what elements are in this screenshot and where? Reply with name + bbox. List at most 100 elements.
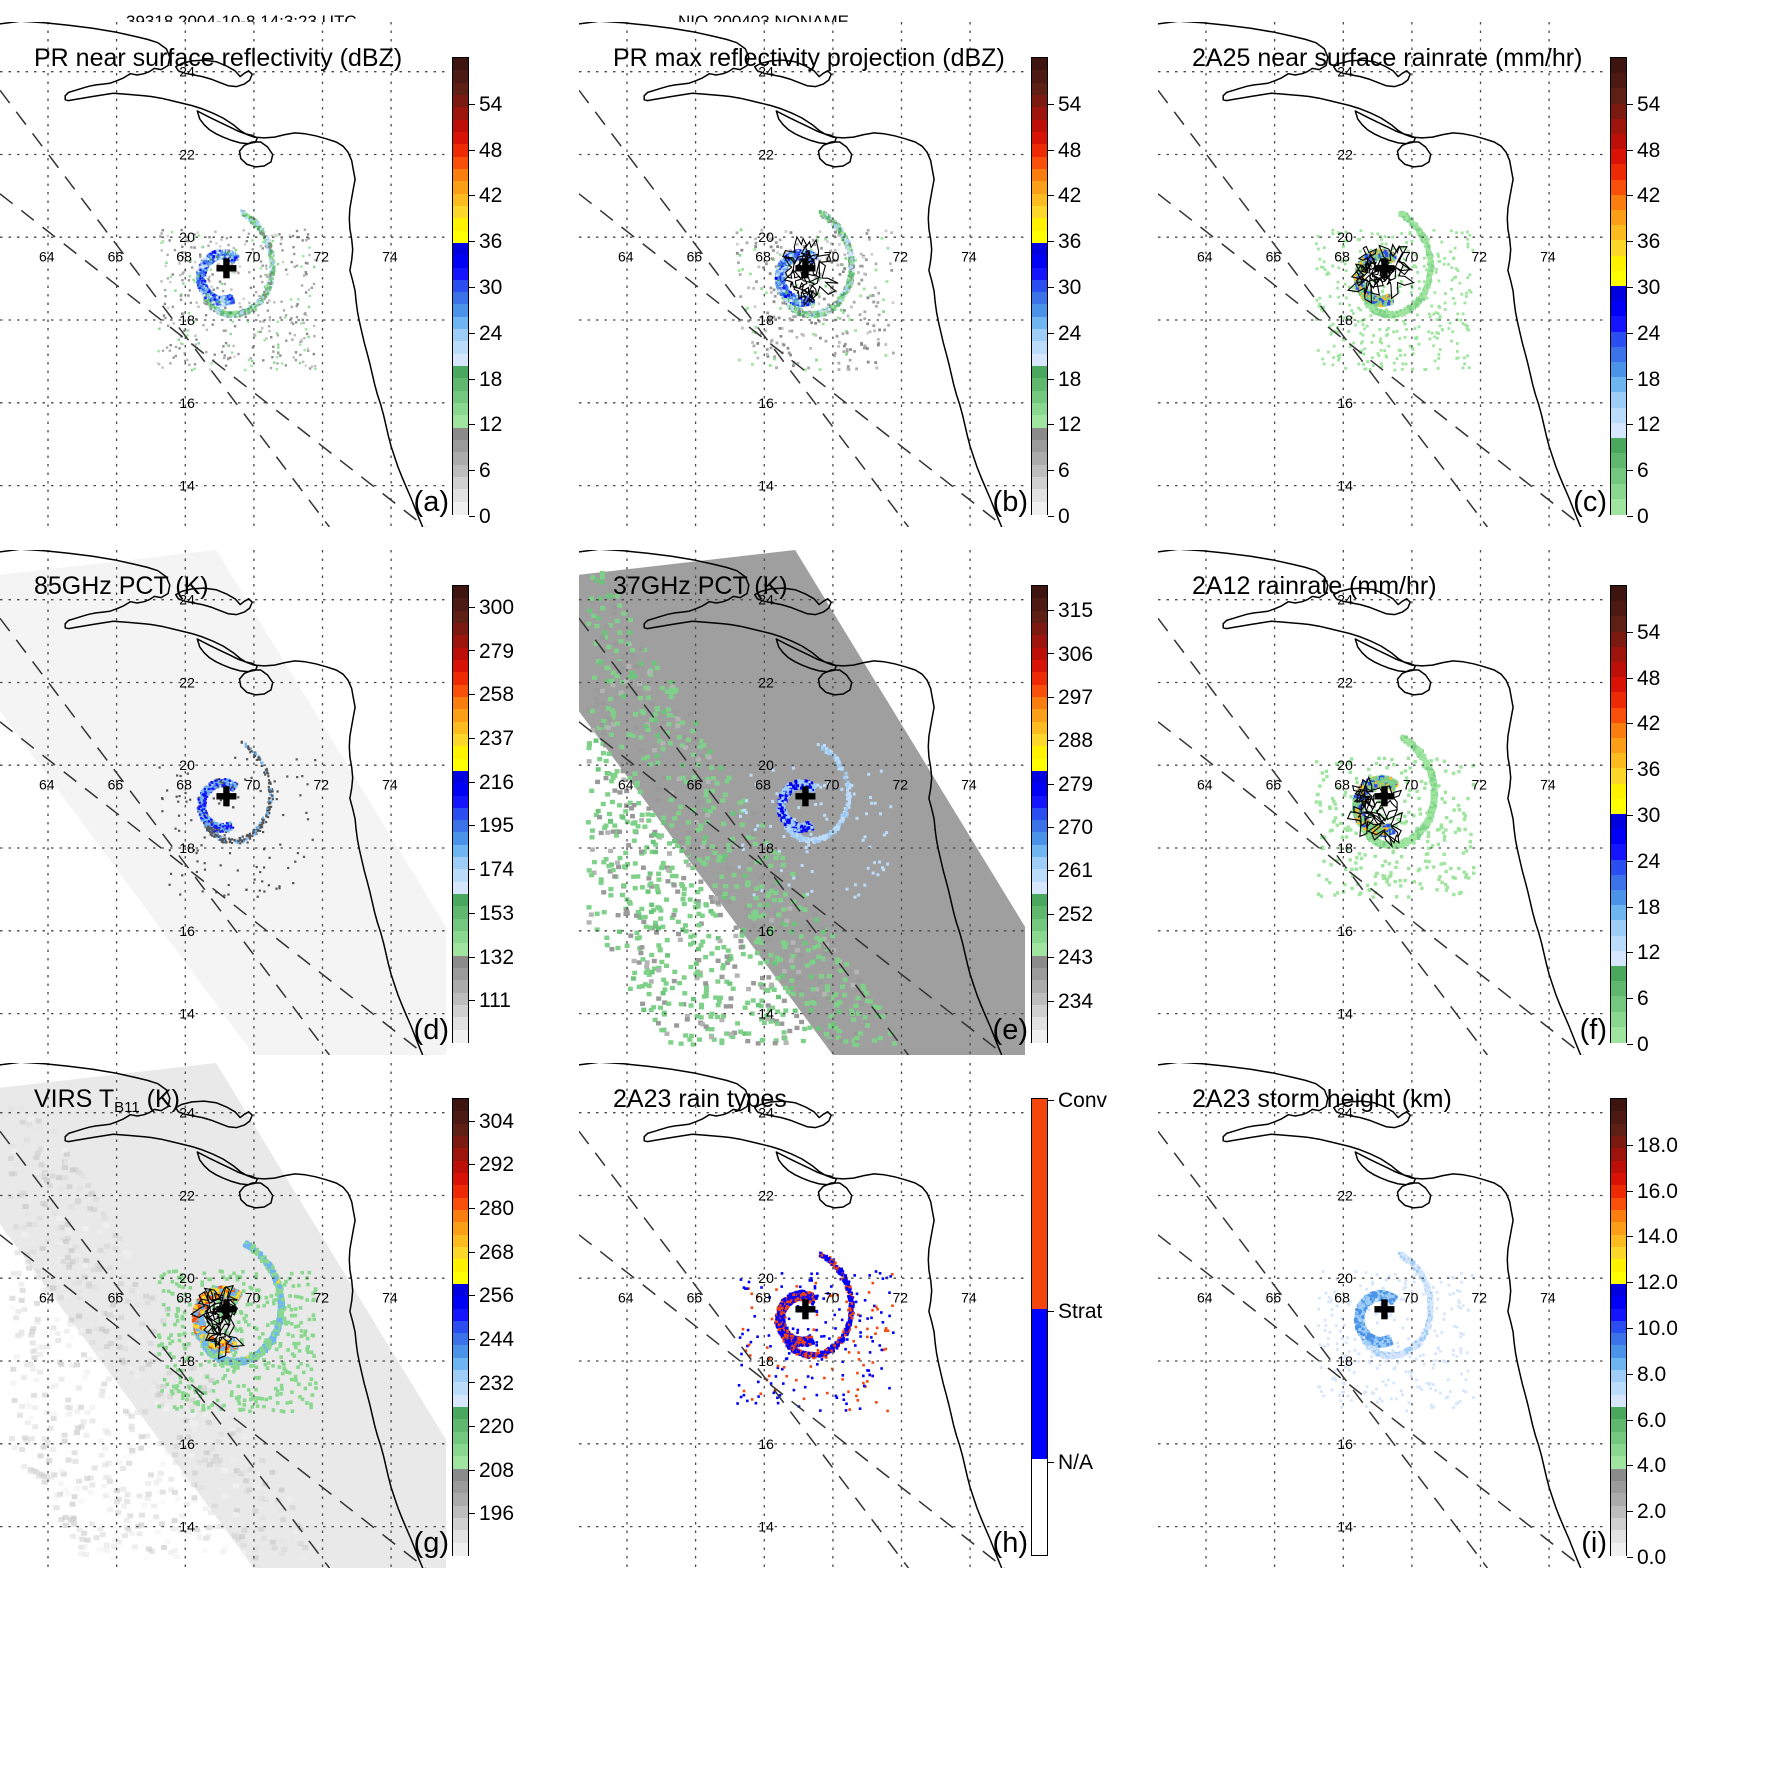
map-canvas-a[interactable]: 64 66 68 70 72 74 24 22 20 18 16 14	[0, 22, 446, 527]
colorbar-segment	[453, 1259, 468, 1273]
panel-d: 64 66 68 70 72 74 24 22 20 18 16 14 85GHz PCT (K) (d)…	[0, 550, 514, 1055]
panel-g: 64 66 68 70 72 74 24 22 20 18 16 14 VIRS TB11 (K) (g)…	[0, 1063, 514, 1568]
panel-title-text: 2A23 storm height (km)	[1192, 1085, 1452, 1113]
colorbar-tick: 24	[1627, 322, 1660, 344]
colorbar-segment	[453, 119, 468, 134]
colorbar-tick: 195	[469, 814, 514, 836]
colorbar-tick: 30	[1048, 276, 1081, 298]
colorbar-segment	[1611, 1444, 1626, 1458]
colorbar-segment	[453, 869, 468, 883]
colorbar-segment	[1032, 906, 1047, 920]
colorbar-tick: 0.0	[1627, 1546, 1666, 1568]
colorbar-tick: 54	[1627, 621, 1660, 643]
colorbar-segment	[453, 1246, 468, 1261]
colorbar-segment	[453, 464, 468, 479]
colorbar-segment	[1032, 622, 1047, 637]
colorbar-tick: N/A	[1048, 1451, 1093, 1473]
colorbar-tick: 288	[1048, 729, 1093, 751]
colorbar-segment	[1611, 392, 1626, 409]
colorbar-e[interactable]: 234 243 252 261 270 279 288 297 306 315	[1031, 585, 1098, 1044]
colorbar-segment	[453, 501, 468, 516]
colorbar-segment	[453, 1148, 468, 1162]
colorbar-segment	[1611, 814, 1626, 831]
colorbar-segment	[453, 230, 468, 244]
map-canvas-e[interactable]: 64 66 68 70 72 74 24 22 20 18 16 14	[579, 550, 1025, 1055]
panel-title-text: PR near surface reflectivity (dBZ)	[34, 44, 402, 72]
svg-text:68: 68	[176, 248, 192, 264]
colorbar-segment	[1032, 586, 1047, 600]
colorbar-segment	[1032, 820, 1047, 834]
colorbar-segment	[1611, 1111, 1626, 1125]
colorbar-ticks-h: Conv Strat N/A	[1048, 1090, 1107, 1556]
colorbar-tick: 12	[1627, 941, 1660, 963]
panel-label-c: (c)	[1573, 486, 1607, 519]
map-canvas-i[interactable]: 64 66 68 70 72 74 24 22 20 18 16 14	[1158, 1063, 1604, 1568]
colorbar-tick: 6.0	[1627, 1409, 1666, 1431]
map-canvas-d[interactable]: 64 66 68 70 72 74 24 22 20 18 16 14	[0, 550, 446, 1055]
colorbar-segment	[1611, 453, 1626, 470]
colorbar-a[interactable]: 54 48 42 36 30 24 18 12 6 0	[452, 57, 518, 527]
colorbar-bar-b	[1031, 57, 1048, 516]
colorbar-h[interactable]: Conv Strat N/A	[1031, 1090, 1107, 1556]
colorbar-i[interactable]: 18.0 16.0 14.0 12.0 10.0 8.0 6.0 4.0 2.0 0.0	[1610, 1098, 1678, 1568]
colorbar-segment	[1032, 980, 1047, 994]
colorbar-segment	[453, 881, 468, 896]
colorbar-tick: 153	[469, 902, 514, 924]
colorbar-tick: 300	[469, 596, 514, 618]
colorbar-segment	[1611, 270, 1626, 288]
colorbar-segment	[1611, 468, 1626, 485]
colorbar-segment	[453, 366, 468, 380]
colorbar-b[interactable]: 54 48 42 36 30 24 18 12 6 0	[1031, 57, 1097, 527]
colorbar-segment	[1611, 209, 1626, 227]
svg-text:24: 24	[179, 64, 195, 80]
colorbar-segment	[1032, 489, 1047, 503]
colorbar-segment	[453, 1345, 468, 1359]
colorbar-segment	[1611, 1468, 1626, 1483]
colorbar-segment	[453, 267, 468, 281]
colorbar-segment	[1611, 1271, 1626, 1285]
colorbar-segment	[453, 807, 468, 822]
svg-text:14: 14	[179, 478, 195, 494]
colorbar-segment	[1032, 156, 1047, 171]
colorbar-tick: 30	[1627, 276, 1660, 298]
colorbar-segment	[1032, 304, 1047, 318]
colorbar-g[interactable]: 196 208 220 232 244 256 268 280 292 304	[452, 1098, 518, 1557]
map-canvas-h[interactable]: 64 66 68 70 72 74 24 22 20 18 16 14	[579, 1063, 1025, 1568]
colorbar-segment	[1611, 661, 1626, 679]
colorbar-tick: 54	[469, 93, 502, 115]
colorbar-segment	[1032, 869, 1047, 883]
colorbar-tick: 42	[1627, 184, 1660, 206]
colorbar-segment	[1611, 331, 1626, 348]
colorbar-segment	[453, 427, 468, 442]
colorbar-segment	[453, 635, 468, 649]
colorbar-tick: 36	[1627, 758, 1660, 780]
map-canvas-g[interactable]: 64 66 68 70 72 74 24 22 20 18 16 14	[0, 1063, 446, 1568]
colorbar-segment	[453, 647, 468, 662]
colorbar-tick: 243	[1048, 946, 1093, 968]
colorbar-segment	[1032, 894, 1047, 908]
colorbar-segment	[1611, 1320, 1626, 1335]
colorbar-segment	[453, 390, 468, 405]
map-canvas-b[interactable]: 64 66 68 70 72 74 24 22 20 18 16 14	[579, 22, 1025, 527]
colorbar-tick: 0	[1627, 505, 1649, 527]
colorbar-f[interactable]: 54 48 42 36 30 24 18 12 6 0	[1610, 585, 1676, 1055]
colorbar-segment	[1611, 1394, 1626, 1409]
colorbar-segment	[1611, 1493, 1626, 1507]
colorbar-segment	[453, 1099, 468, 1113]
panel-label-a: (a)	[414, 486, 449, 519]
colorbar-d[interactable]: 111 132 153 174 195 216 237 258 279 300	[452, 585, 518, 1044]
map-canvas-f[interactable]: 64 66 68 70 72 74 24 22 20 18 16 14	[1158, 550, 1604, 1055]
colorbar-segment	[1611, 1296, 1626, 1310]
colorbar-segment	[1032, 1029, 1047, 1044]
svg-text:22: 22	[179, 147, 195, 163]
colorbar-segment	[1611, 1283, 1626, 1298]
colorbar-segment	[453, 477, 468, 491]
colorbar-ticks-e: 234 243 252 261 270 279 288 297 306 315	[1048, 585, 1098, 1043]
map-canvas-c[interactable]: 64 66 68 70 72 74 24 22 20 18 16 14	[1158, 22, 1604, 527]
colorbar-segment	[1611, 133, 1626, 151]
colorbar-segment	[1032, 992, 1047, 1007]
colorbar-segment	[1611, 438, 1626, 455]
colorbar-c[interactable]: 54 48 42 36 30 24 18 12 6 0	[1610, 57, 1676, 527]
colorbar-segment	[453, 242, 468, 257]
colorbar-segment	[453, 598, 468, 612]
